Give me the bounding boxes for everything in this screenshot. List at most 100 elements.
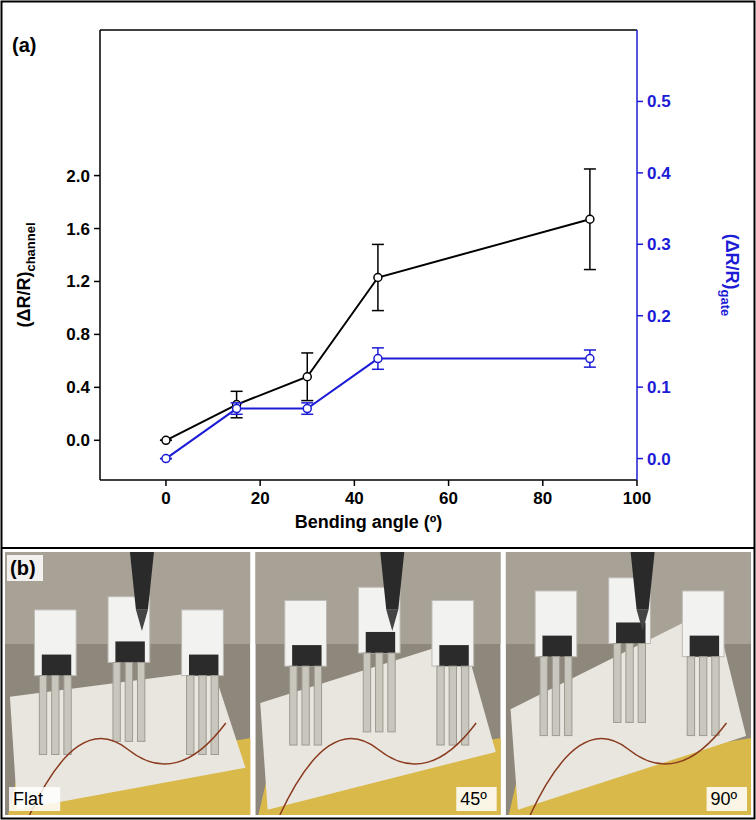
pencil [631,552,655,610]
y2-axis-title: (ΔR/R)gate [718,234,742,317]
finger [137,662,144,741]
frame-top [100,29,637,31]
y-axis-title-main: (ΔR/R) [14,272,34,328]
error-cap [584,366,596,368]
finger [52,676,59,755]
y-tick [94,387,100,389]
finger [449,666,456,745]
finger [540,657,547,736]
photo [506,552,751,815]
y2-axis-line [636,30,638,480]
finger [302,666,309,745]
finger [199,676,206,755]
y2-tick-label: 0.3 [647,235,671,254]
label-patch [707,787,747,811]
pencil [130,552,154,610]
x-tick [636,480,638,486]
pencil-tip [637,610,649,631]
panel-letter: (a) [12,34,36,56]
pencil [380,552,404,610]
series-line [166,359,590,459]
error-cap [584,168,596,170]
y-axis-line [99,30,101,480]
finger [314,666,321,745]
error-bar [301,353,313,401]
y2-tick-label: 0.4 [647,164,671,183]
finger [614,644,621,723]
error-cap [584,349,596,351]
label-patch [7,555,43,581]
graphite-trace [439,645,468,666]
y-tick-label: 1.6 [66,220,90,239]
figure: 0204060801000.00.40.81.21.62.00.00.10.20… [0,0,756,820]
error-cap [372,347,384,349]
error-cap [231,391,243,393]
y-tick [94,334,100,336]
finger [125,662,132,741]
finger [376,653,383,732]
error-bar [372,244,384,310]
error-cap [372,244,384,246]
y-tick [94,281,100,283]
x-tick [448,480,450,486]
graphite-trace [115,641,144,662]
finger [552,657,559,736]
finger [64,676,71,755]
paper [511,607,747,810]
y2-tick [637,101,643,103]
finger [638,644,645,723]
finger [388,653,395,732]
graphite-trace [42,655,71,676]
x-tick-label: 40 [345,489,364,508]
graphite-trace [292,645,321,666]
x-tick [259,480,261,486]
x-tick [165,480,167,486]
error-cap [301,414,313,416]
error-cap [231,417,243,419]
point [162,455,170,463]
error-cap [584,269,596,271]
x-tick [354,480,356,486]
error-cap [372,369,384,371]
wire [530,723,726,815]
pencil-tip [386,610,398,631]
photo-label: 90º [711,789,738,809]
x-tick-label: 80 [533,489,552,508]
graphite-trace [690,636,719,657]
wire [280,723,476,815]
error-cap [231,402,243,404]
graphite-trace [616,622,645,643]
figure-border [2,2,755,819]
error-bar [584,169,596,270]
tab [682,591,724,657]
error-bar [231,391,243,417]
point [374,355,382,363]
error-cap [301,352,313,354]
y2-tick-label: 0.1 [647,378,671,397]
x-tick-label: 20 [251,489,270,508]
x-tick-label: 100 [623,489,651,508]
point [233,405,241,413]
y-axis-title-sub: channel [23,222,38,271]
tab [285,600,327,666]
finger [565,657,572,736]
plot-data [160,169,596,463]
finger [712,657,719,736]
error-bar [231,403,243,414]
graphite-trace [542,636,571,657]
y-tick-label: 2.0 [66,167,90,186]
y-tick-label: 0.0 [66,431,90,450]
y2-tick-label: 0.2 [647,307,671,326]
finger [687,657,694,736]
y2-tick [637,315,643,317]
y2-tick [637,172,643,174]
x-tick-label: 0 [161,489,170,508]
point [162,436,170,444]
y2-axis-title-sub: gate [718,290,733,317]
pencil-tip [136,610,148,631]
x-axis-line [100,479,637,481]
photo [5,552,250,815]
error-bar [584,350,596,367]
finger [187,676,194,755]
point [303,405,311,413]
